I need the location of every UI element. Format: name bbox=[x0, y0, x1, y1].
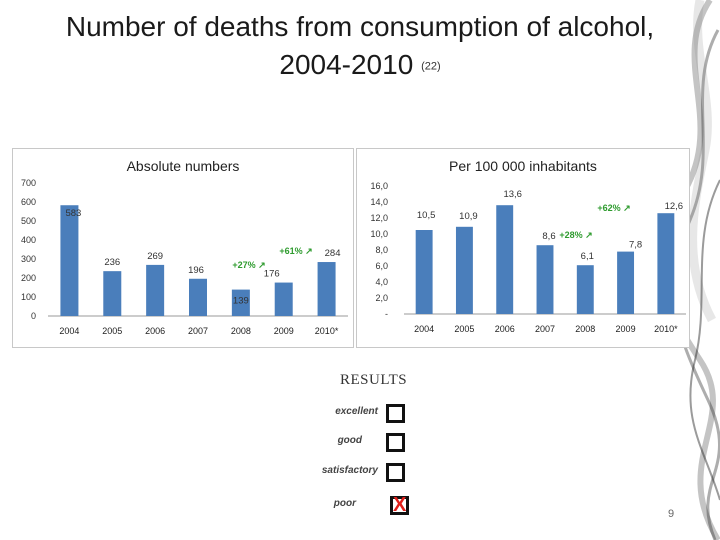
data-label: 269 bbox=[147, 251, 163, 262]
data-label: 8,6 bbox=[542, 231, 555, 242]
data-label: 10,5 bbox=[417, 210, 436, 221]
change-annotation: +27% ↗ bbox=[232, 260, 265, 270]
title-line-1: Number of deaths from consumption of alc… bbox=[65, 11, 655, 42]
change-annotation: +62% ↗ bbox=[597, 203, 630, 213]
x-tick-label: 2008 bbox=[575, 324, 595, 334]
y-tick-label: 12,0 bbox=[370, 213, 388, 223]
x-tick-label: 2004 bbox=[414, 324, 434, 334]
checkbox-satisfactory bbox=[386, 463, 405, 482]
checkbox-poor bbox=[390, 496, 409, 515]
bar bbox=[146, 264, 165, 316]
results-label-good: good bbox=[337, 435, 362, 446]
bar bbox=[576, 265, 594, 314]
y-tick-label: 10,0 bbox=[370, 229, 388, 239]
x-tick-label: 2010* bbox=[654, 324, 678, 334]
x-tick-label: 2007 bbox=[188, 326, 208, 336]
y-tick-label: 700 bbox=[21, 178, 36, 188]
results-heading: RESULTS bbox=[340, 372, 408, 388]
y-tick-label: 16,0 bbox=[370, 181, 388, 191]
y-tick-label: 8,0 bbox=[375, 245, 388, 255]
y-tick-label: 500 bbox=[21, 216, 36, 226]
poor-checked-mark: X bbox=[393, 494, 407, 516]
x-tick-label: 2009 bbox=[274, 326, 294, 336]
data-label: 7,8 bbox=[629, 240, 642, 251]
data-label: 10,9 bbox=[459, 211, 478, 222]
y-tick-label: 6,0 bbox=[375, 261, 388, 271]
chart-per-capita: Per 100 000 inhabitants - 2,0 4,0 6,0 8,0 10,0… bbox=[356, 148, 690, 348]
bar bbox=[496, 205, 514, 314]
bar bbox=[317, 262, 336, 316]
bar bbox=[455, 226, 473, 314]
x-tick-label: 2005 bbox=[454, 324, 474, 334]
bar bbox=[617, 251, 635, 314]
y-tick-label: 400 bbox=[21, 235, 36, 245]
bar bbox=[657, 213, 675, 314]
x-tick-label: 2007 bbox=[535, 324, 555, 334]
x-tick-label: 2006 bbox=[495, 324, 515, 334]
x-tick-label: 2009 bbox=[616, 324, 636, 334]
y-tick-label: 0 bbox=[31, 311, 36, 321]
data-label: 13,6 bbox=[503, 189, 522, 200]
data-label: 196 bbox=[188, 265, 204, 276]
bar bbox=[103, 271, 122, 316]
y-tick-label: 2,0 bbox=[375, 293, 388, 303]
x-tick-label: 2004 bbox=[59, 326, 79, 336]
chart-per-capita-panel: Per 100 000 inhabitants - 2,0 4,0 6,0 8,0 10,0… bbox=[356, 148, 690, 348]
chart-absolute-panel: Absolute numbers 0 100 200 300 400 500 600 700 20… bbox=[12, 148, 354, 348]
chart-absolute: Absolute numbers 0 100 200 300 400 500 600 700 20… bbox=[12, 148, 354, 348]
y-tick-label: 200 bbox=[21, 273, 36, 283]
data-label: 12,6 bbox=[665, 201, 684, 212]
chart-title: Absolute numbers bbox=[127, 158, 240, 174]
y-tick-label: 600 bbox=[21, 197, 36, 207]
data-label: 176 bbox=[264, 269, 280, 280]
x-tick-label: 2010* bbox=[315, 326, 339, 336]
x-tick-label: 2006 bbox=[145, 326, 165, 336]
title-reference: (22) bbox=[421, 60, 441, 73]
change-annotation: +28% ↗ bbox=[559, 230, 592, 240]
page-number: 9 bbox=[668, 508, 675, 520]
checkbox-excellent bbox=[386, 404, 405, 423]
data-label: 139 bbox=[233, 296, 249, 307]
x-tick-label: 2008 bbox=[231, 326, 251, 336]
change-annotation: +61% ↗ bbox=[279, 246, 312, 256]
y-tick-label: - bbox=[385, 309, 388, 319]
results-label-satisfactory: satisfactory bbox=[321, 465, 378, 476]
title-line-2: 2004-2010 (22) bbox=[0, 46, 720, 86]
data-label: 6,1 bbox=[581, 251, 594, 262]
results-label-excellent: excellent bbox=[335, 406, 378, 417]
bar bbox=[231, 289, 250, 316]
y-tick-label: 4,0 bbox=[375, 277, 388, 287]
y-tick-label: 14,0 bbox=[370, 197, 388, 207]
data-label: 236 bbox=[104, 257, 120, 268]
data-label: 284 bbox=[325, 248, 341, 259]
y-tick-label: 300 bbox=[21, 254, 36, 264]
bar bbox=[189, 278, 207, 316]
bar bbox=[415, 230, 433, 314]
results-scale: RESULTS excellent good satisfactory poor… bbox=[318, 370, 448, 530]
bar bbox=[274, 282, 293, 316]
slide-title: Number of deaths from consumption of alc… bbox=[0, 8, 720, 86]
results-label-poor: poor bbox=[333, 498, 356, 509]
data-label: 583 bbox=[65, 208, 81, 219]
y-tick-label: 100 bbox=[21, 292, 36, 302]
title-years: 2004-2010 bbox=[279, 49, 414, 80]
chart-title: Per 100 000 inhabitants bbox=[449, 158, 597, 174]
x-tick-label: 2005 bbox=[102, 326, 122, 336]
checkbox-good bbox=[386, 433, 405, 452]
bar bbox=[536, 245, 554, 314]
bar bbox=[60, 205, 79, 316]
